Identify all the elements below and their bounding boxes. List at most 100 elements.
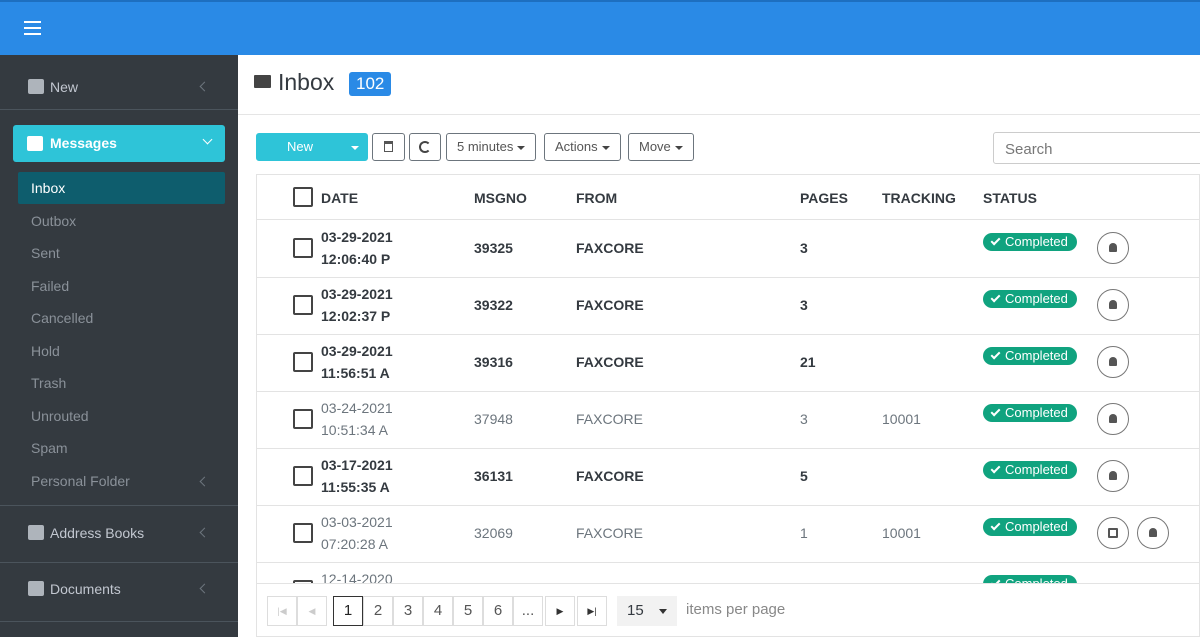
page-button[interactable]: 3 xyxy=(393,596,423,626)
page-button[interactable]: 2 xyxy=(363,596,393,626)
nav-folder[interactable]: Sent xyxy=(31,245,60,261)
main: Inbox 102 New 5 minutes Actions Move Sea… xyxy=(238,55,1200,637)
row-checkbox[interactable] xyxy=(293,466,313,486)
pages: 1 xyxy=(800,525,808,541)
nav-folder[interactable]: Hold xyxy=(31,342,60,359)
nav-folder[interactable]: Spam xyxy=(31,440,68,456)
save-button[interactable] xyxy=(1097,517,1129,549)
time: 12:02:37 P xyxy=(321,308,391,324)
status: Completed xyxy=(1005,348,1068,363)
page-button[interactable]: 4 xyxy=(423,596,453,626)
date: 03-17-2021 xyxy=(321,457,393,473)
time: 10:51:34 A xyxy=(321,422,388,438)
save-icon xyxy=(1108,528,1118,538)
row-divider xyxy=(257,448,1199,449)
time: 12:06:40 P xyxy=(321,251,391,267)
next-page[interactable]: ▶ xyxy=(545,596,575,626)
new-icon xyxy=(28,79,44,94)
nav-folder[interactable]: Cancelled xyxy=(31,310,94,326)
page-button[interactable]: 5 xyxy=(453,596,483,626)
status-badge: Completed xyxy=(983,404,1077,422)
header-checkbox[interactable] xyxy=(293,187,313,207)
column-header: MSGNO xyxy=(474,190,527,206)
count-badge: 102 xyxy=(349,72,392,96)
check xyxy=(990,520,1001,531)
delete-button[interactable] xyxy=(372,133,405,161)
date: 03-29-2021 xyxy=(321,229,393,245)
nav-label: Messages xyxy=(50,135,117,151)
menu-button[interactable] xyxy=(24,21,41,35)
page-button[interactable]: 1 xyxy=(333,596,363,626)
row-checkbox[interactable] xyxy=(293,352,313,372)
column-header: PAGES xyxy=(800,190,848,206)
check xyxy=(990,406,1001,417)
per-page-select[interactable]: 15 xyxy=(617,596,677,626)
row-divider xyxy=(257,219,1199,220)
nav-folder[interactable]: Personal Folder xyxy=(31,472,130,489)
row-divider xyxy=(257,334,1199,335)
time: 07:20:28 A xyxy=(321,536,388,552)
check xyxy=(990,349,1001,360)
move-button[interactable]: Move xyxy=(628,133,694,161)
button-label: New xyxy=(287,139,314,154)
first-page[interactable]: |◀ xyxy=(267,596,297,626)
page-title: Inbox xyxy=(278,69,335,95)
status: Completed xyxy=(1005,462,1068,477)
last-page[interactable]: ▶| xyxy=(577,596,607,626)
msgno: 39322 xyxy=(474,297,513,313)
date: 03-03-2021 xyxy=(321,514,393,530)
nav-messages[interactable]: Messages xyxy=(13,125,225,162)
notify-button[interactable] xyxy=(1097,346,1129,378)
nav-new[interactable]: New xyxy=(50,79,79,95)
refresh-interval[interactable]: 5 minutes xyxy=(446,133,537,161)
status-badge: Completed xyxy=(983,518,1077,536)
msgno: 39325 xyxy=(474,240,513,256)
separator xyxy=(0,621,238,622)
nav-folder[interactable]: Trash xyxy=(31,375,67,391)
nav-folder[interactable]: Unrouted xyxy=(31,407,89,424)
search-input[interactable]: Search xyxy=(993,132,1200,164)
button-label: 5 minutes xyxy=(457,139,514,154)
notify-button[interactable] xyxy=(1097,289,1129,321)
column-header: TRACKING xyxy=(882,190,956,206)
pages: 3 xyxy=(800,240,808,256)
msgno: 32069 xyxy=(474,525,513,541)
nav-folder[interactable]: Failed xyxy=(31,277,70,294)
nav-folder[interactable]: Inbox xyxy=(18,172,225,204)
nav-folder[interactable]: Outbox xyxy=(31,212,77,229)
column-header: STATUS xyxy=(983,190,1037,206)
refresh-button[interactable] xyxy=(409,133,441,161)
page-button[interactable]: 6 xyxy=(483,596,513,626)
tracking: 10001 xyxy=(882,411,921,427)
address-icon xyxy=(28,525,44,540)
from: FAXCORE xyxy=(576,240,644,256)
actions-button[interactable]: Actions xyxy=(544,133,621,161)
notify-button[interactable] xyxy=(1137,517,1169,549)
msgno: 36131 xyxy=(474,468,513,484)
row-checkbox[interactable] xyxy=(293,409,313,429)
status: Completed xyxy=(1005,519,1068,534)
check xyxy=(990,292,1001,303)
notify-button[interactable] xyxy=(1097,232,1129,264)
column-header: DATE xyxy=(321,190,359,206)
row-checkbox[interactable] xyxy=(293,523,313,543)
notify-button[interactable] xyxy=(1097,460,1129,492)
status: Completed xyxy=(1005,291,1068,306)
status: Completed xyxy=(1005,405,1068,420)
prev-page[interactable]: ◀ xyxy=(297,596,327,626)
page-ellipsis[interactable]: ... xyxy=(513,596,543,626)
nav-address-books[interactable]: Address Books xyxy=(50,525,145,541)
mail-icon xyxy=(254,75,271,88)
sidebar: New Messages Inbox Outbox Sent Failed Cancel… xyxy=(0,55,238,637)
row-divider xyxy=(257,391,1199,392)
msgno: 37948 xyxy=(474,411,513,427)
row-checkbox[interactable] xyxy=(293,295,313,315)
notify-button[interactable] xyxy=(1097,403,1129,435)
new-button[interactable]: New xyxy=(256,133,368,161)
dropdown-caret xyxy=(659,609,667,614)
row-checkbox[interactable] xyxy=(293,238,313,258)
time: 11:56:51 A xyxy=(321,365,390,381)
nav-documents[interactable]: Documents xyxy=(50,581,121,597)
time: 11:55:35 A xyxy=(321,479,390,495)
